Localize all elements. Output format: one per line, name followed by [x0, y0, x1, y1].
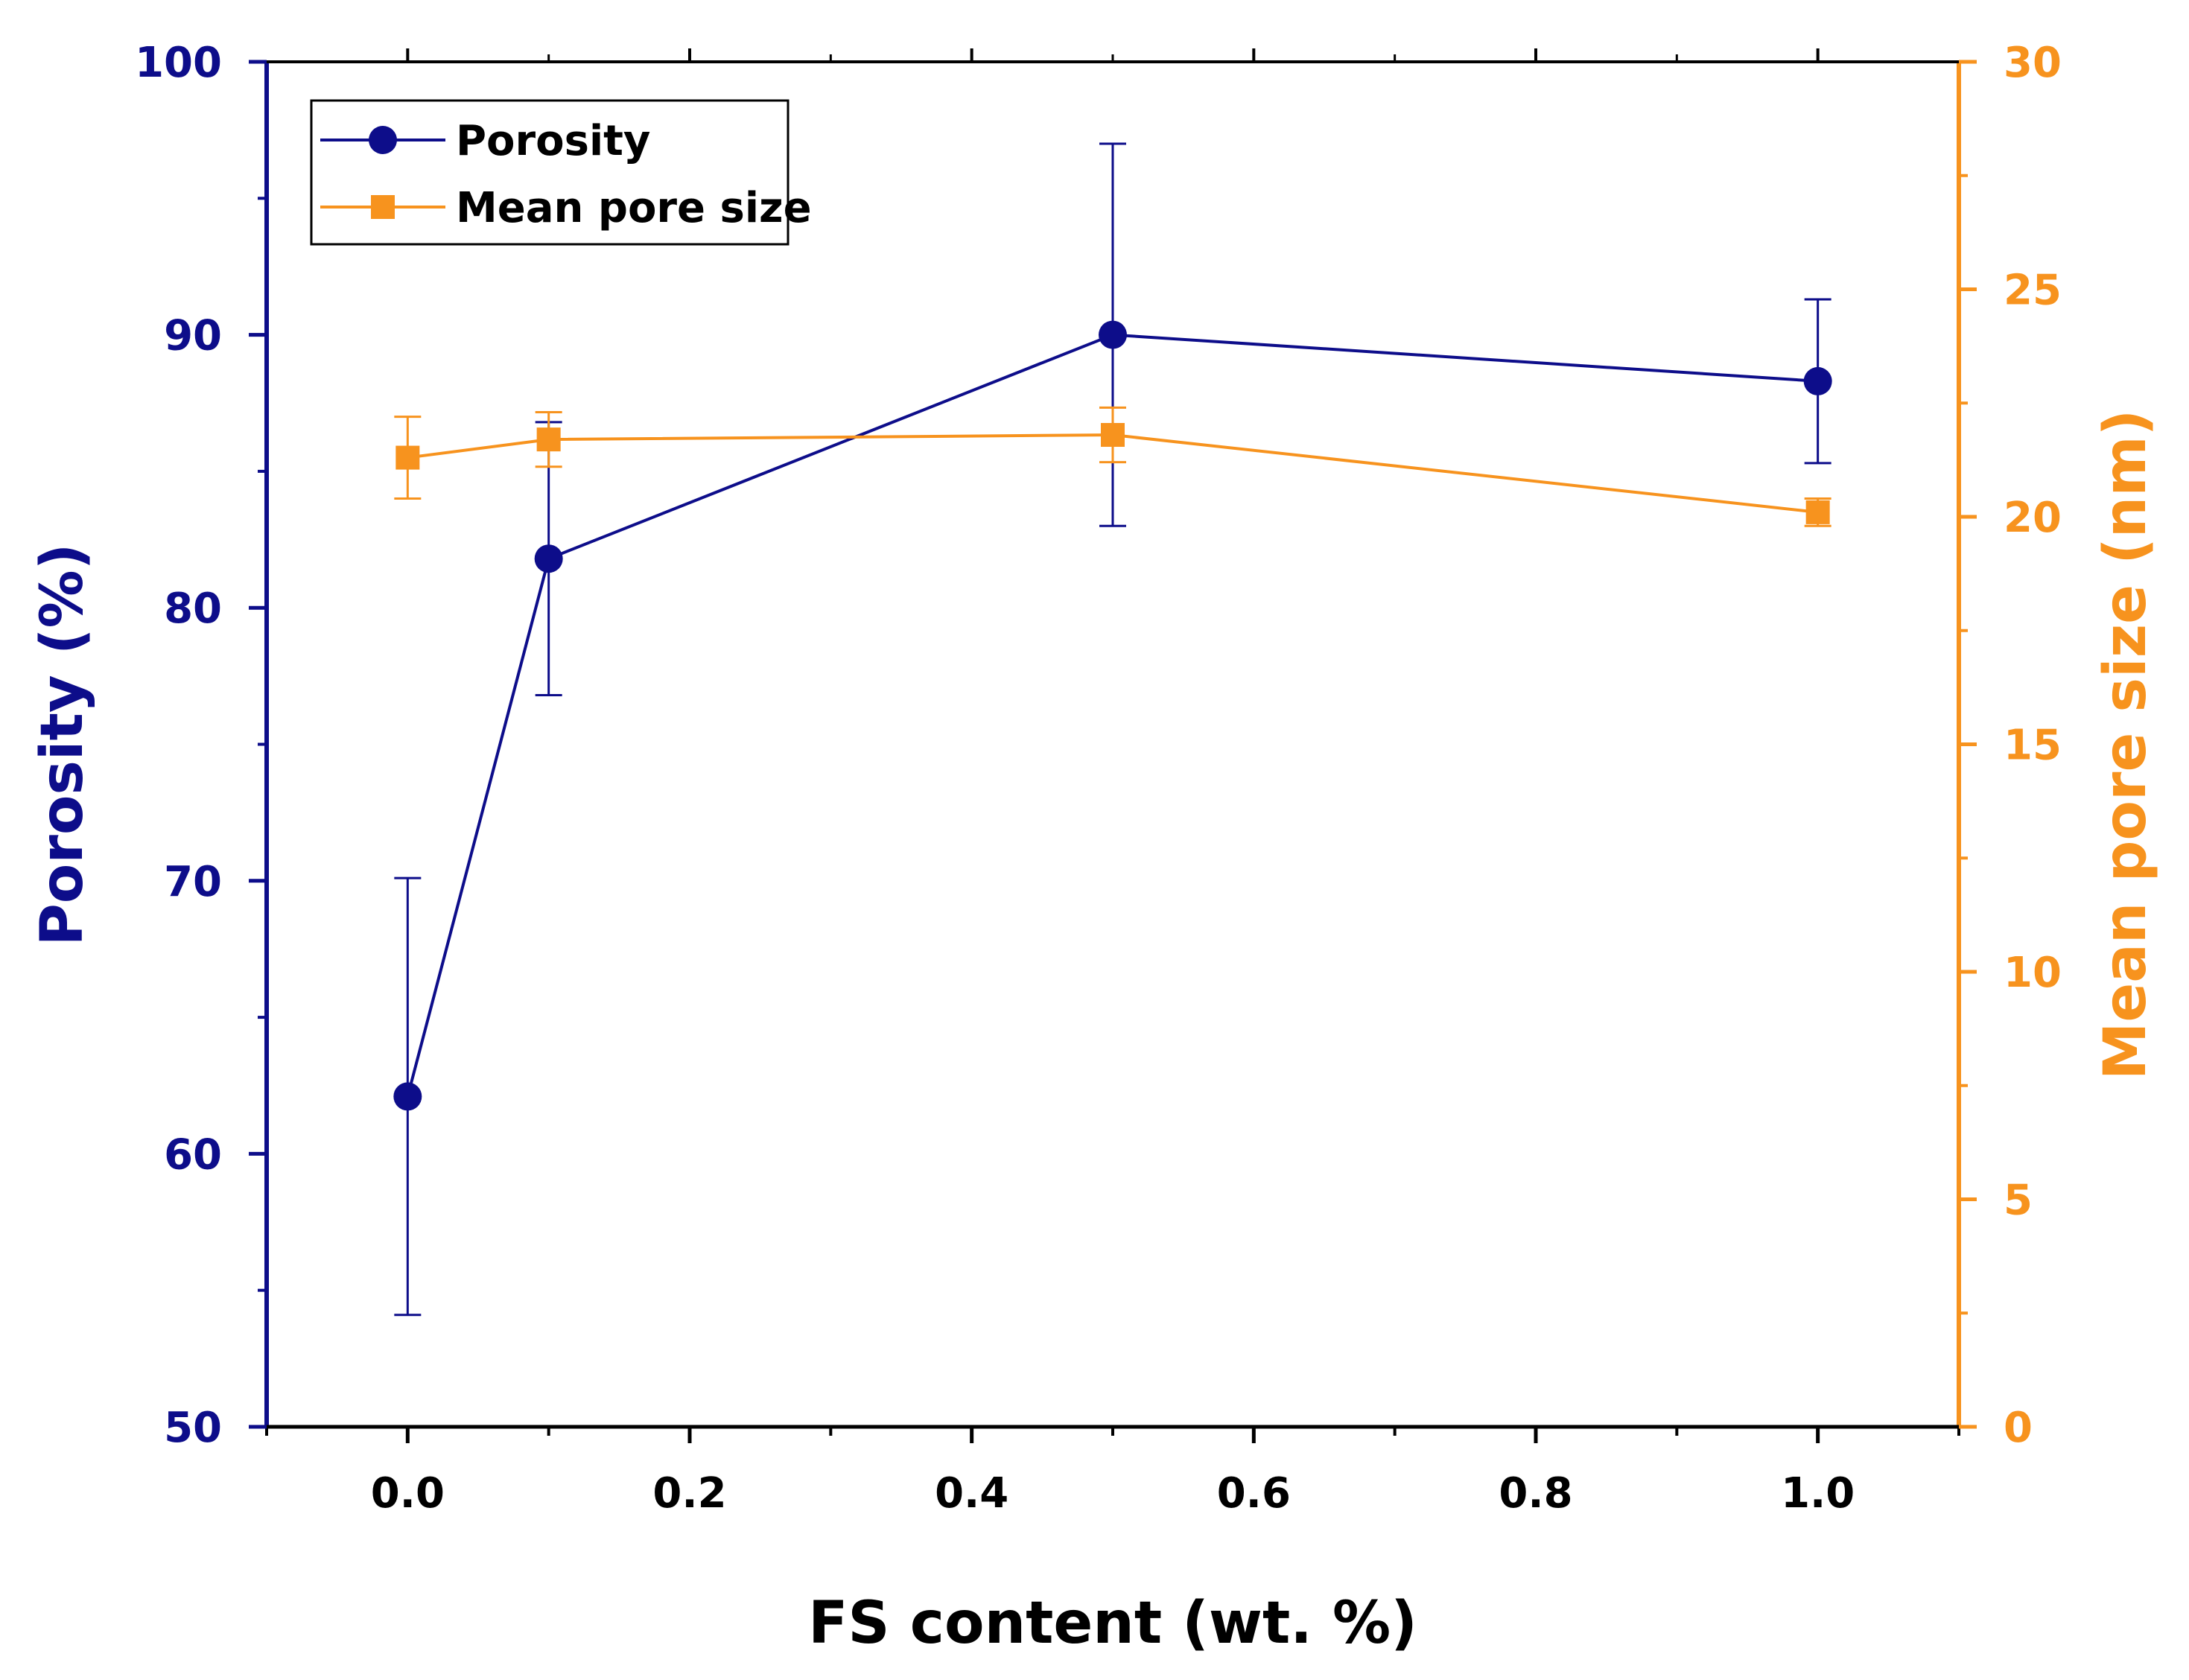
porosity-series-line — [406, 333, 1818, 1097]
right-tick-label: 10 — [2004, 949, 2062, 997]
legend: Porosity Mean pore size — [310, 99, 812, 246]
pore-size-series-line — [407, 433, 1818, 514]
porosity-point — [1803, 366, 1832, 395]
right-tick-label: 30 — [2004, 39, 2062, 87]
series-layer — [393, 142, 1832, 1317]
x-tick-label: 0.4 — [935, 1469, 1008, 1518]
legend-pore-size-marker — [371, 195, 395, 219]
x-axis-title: FS content (wt. %) — [808, 1590, 1417, 1657]
right-tick-label: 0 — [2004, 1404, 2033, 1452]
left-tick-label: 80 — [164, 585, 222, 633]
left-tick-label: 90 — [164, 312, 222, 360]
porosity-point — [534, 544, 563, 573]
x-axis-ticks: 0.0 0.2 0.4 0.6 0.8 1.0 — [265, 48, 1960, 1518]
pore-size-point — [395, 445, 420, 470]
left-axis-ticks: 50 60 70 80 90 100 — [135, 39, 267, 1452]
right-axis-ticks: 0 5 10 15 20 25 30 — [1959, 39, 2062, 1452]
porosity-point — [393, 1082, 422, 1111]
right-tick-label: 20 — [2004, 494, 2062, 542]
x-tick-label: 0.6 — [1217, 1469, 1291, 1518]
pore-size-point — [1805, 500, 1830, 524]
right-axis-title: Mean pore size (nm) — [2092, 410, 2159, 1081]
left-axis-title: Porosity (%) — [29, 544, 96, 946]
legend-pore-size-label: Mean pore size — [456, 184, 812, 232]
legend-porosity-marker — [369, 126, 397, 154]
left-tick-label: 70 — [164, 858, 222, 906]
x-tick-label: 0.0 — [371, 1469, 445, 1518]
pore-size-point — [536, 427, 561, 452]
legend-porosity-label: Porosity — [456, 117, 650, 165]
legend-box — [310, 99, 789, 246]
right-tick-label: 25 — [2004, 267, 2062, 315]
right-tick-label: 5 — [2004, 1177, 2033, 1225]
left-tick-label: 60 — [164, 1130, 222, 1179]
left-tick-label: 100 — [135, 39, 222, 87]
x-tick-label: 0.2 — [652, 1469, 726, 1518]
pore-size-point — [1101, 423, 1125, 448]
x-tick-label: 0.8 — [1499, 1469, 1572, 1518]
x-tick-label: 1.0 — [1781, 1469, 1855, 1518]
left-tick-label: 50 — [164, 1404, 222, 1452]
porosity-point — [1099, 320, 1127, 349]
right-tick-label: 15 — [2004, 722, 2062, 770]
